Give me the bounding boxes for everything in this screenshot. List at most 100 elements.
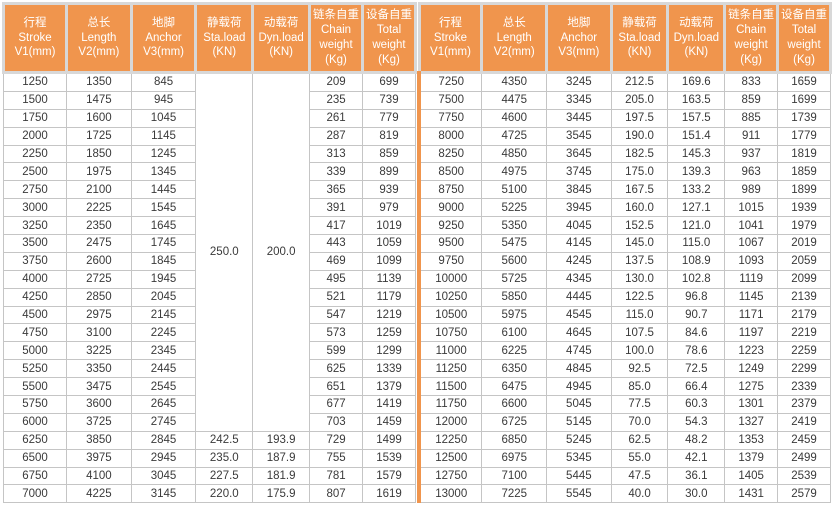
column-header: 设备自重 Total weight (Kg): [776, 2, 832, 74]
table-cell: 2600: [66, 251, 132, 271]
table-cell: 6350: [481, 359, 548, 379]
table-cell: 107.5: [610, 323, 669, 343]
table-cell: 729: [309, 430, 363, 450]
table-cell: 42.1: [667, 448, 726, 468]
table-cell: 1197: [724, 323, 779, 343]
table-cell: 4350: [481, 72, 548, 92]
table-cell: 845: [130, 72, 197, 92]
table-row: 12750 7100 5445 47.5 36.1 1405 2539: [417, 466, 831, 486]
column-header: 行程 Stroke V1(mm): [417, 2, 484, 74]
table-cell: 1945: [130, 269, 197, 289]
column-header: 动载荷 Dyn.load (KN): [666, 2, 727, 74]
table-cell: 859: [724, 90, 779, 110]
column-header: 动载荷 Dyn.load (KN): [251, 2, 312, 74]
table-cell: 6500: [2, 448, 68, 468]
table-row: 11750 6600 5045 77.5 60.3 1301 2379: [417, 395, 831, 414]
table-cell: 1859: [777, 162, 831, 182]
table-cell: 1145: [130, 126, 197, 146]
table-cell: 190.0: [610, 126, 669, 146]
table-cell: 10500: [417, 305, 483, 325]
table-row: 12250 6850 5245 62.5 48.2 1353 2459: [417, 430, 831, 450]
table-cell: 121.0: [667, 216, 726, 236]
table-cell: 1299: [362, 341, 416, 361]
table-cell: 92.5: [610, 359, 669, 379]
table-cell: 5045: [546, 395, 612, 414]
table-cell: 2445: [130, 359, 197, 379]
table-cell: 55.0: [610, 448, 669, 468]
table-cell: 2219: [777, 323, 831, 343]
table-cell: 152.5: [610, 216, 669, 236]
table-cell: 547: [309, 305, 363, 325]
table-cell: 755: [309, 448, 363, 468]
table-cell: 181.9: [252, 466, 311, 486]
table-cell: 2345: [130, 341, 197, 361]
table-cell: 2419: [777, 412, 831, 432]
table-cell: 2099: [777, 269, 831, 289]
table-row: 11000 6225 4745 100.0 78.6 1223 2259: [417, 341, 831, 361]
table-cell: 651: [309, 377, 363, 397]
table-cell: 1067: [724, 234, 779, 253]
table-cell: 1750: [2, 108, 68, 128]
table-cell: 1539: [362, 448, 416, 468]
table-row: 9000 5225 3945 160.0 127.1 1015 1939: [417, 198, 831, 218]
table-cell: 163.5: [667, 90, 726, 110]
table-cell: 2945: [130, 448, 197, 468]
table-cell: 115.0: [610, 305, 669, 325]
table-cell: 1600: [66, 108, 132, 128]
table-row: 10000 5725 4345 130.0 102.8 1119 2099: [417, 269, 831, 289]
table-cell: 13000: [417, 484, 483, 504]
column-header: 地脚 Anchor V3(mm): [129, 2, 198, 74]
table-cell: 10750: [417, 323, 483, 343]
table-cell: 30.0: [667, 484, 726, 504]
table-cell: 4145: [546, 234, 612, 253]
table-cell: 130.0: [610, 269, 669, 289]
table-row: 4000 2725 1945 495 1139: [2, 269, 416, 289]
table-row: 4750 3100 2245 573 1259: [2, 323, 416, 343]
column-header: 静载荷 Sta.load (KN): [609, 2, 670, 74]
table-row: 7250 4350 3245 212.5 169.6 833 1659: [417, 72, 831, 92]
table-cell: 1350: [66, 72, 132, 92]
table-cell: 2259: [777, 341, 831, 361]
table-row: 6250 3850 2845 242.5 193.9 729 1499: [2, 430, 416, 450]
column-header: 静载荷 Sta.load (KN): [194, 2, 255, 74]
table-cell: 197.5: [610, 108, 669, 128]
table-cell: 2145: [130, 305, 197, 325]
table-cell: 4045: [546, 216, 612, 236]
table-cell: 60.3: [667, 395, 726, 414]
table-cell: 5245: [546, 430, 612, 450]
table-cell: 3000: [2, 198, 68, 218]
table-cell: 3100: [66, 323, 132, 343]
table-cell: 1045: [130, 108, 197, 128]
table-cell: 1327: [724, 412, 779, 432]
table-cell: 4245: [546, 251, 612, 271]
table-cell: 703: [309, 412, 363, 432]
table-row: 6500 3975 2945 235.0 187.9 755 1539: [2, 448, 416, 468]
table-cell: 807: [309, 484, 363, 504]
table-row: 1250 1350 845 250.0 200.0 209 699: [2, 72, 416, 432]
table-cell: 145.3: [667, 144, 726, 164]
table-cell: 54.3: [667, 412, 726, 432]
table-cell: 2645: [130, 395, 197, 414]
table-cell: 3225: [66, 341, 132, 361]
table-cell: 4850: [481, 144, 548, 164]
table-cell: 2545: [130, 377, 197, 397]
table-cell: 391: [309, 198, 363, 218]
table-cell: 227.5: [195, 466, 254, 486]
table-row: 2500 1975 1345 339 899: [2, 162, 416, 182]
table-cell: 200.0: [252, 72, 311, 432]
table-row: 5750 3600 2645 677 1419: [2, 395, 416, 414]
table-cell: 939: [362, 180, 416, 200]
table-cell: 12250: [417, 430, 483, 450]
table-cell: 1249: [724, 359, 779, 379]
table-cell: 469: [309, 251, 363, 271]
table-cell: 137.5: [610, 251, 669, 271]
table-cell: 2100: [66, 180, 132, 200]
table-cell: 417: [309, 216, 363, 236]
table-cell: 261: [309, 108, 363, 128]
table-row: 8250 4850 3645 182.5 145.3 937 1819: [417, 144, 831, 164]
table-cell: 1145: [724, 287, 779, 307]
table-cell: 115.0: [667, 234, 726, 253]
table-cell: 70.0: [610, 412, 669, 432]
table-cell: 2475: [66, 234, 132, 253]
table-cell: 1219: [362, 305, 416, 325]
